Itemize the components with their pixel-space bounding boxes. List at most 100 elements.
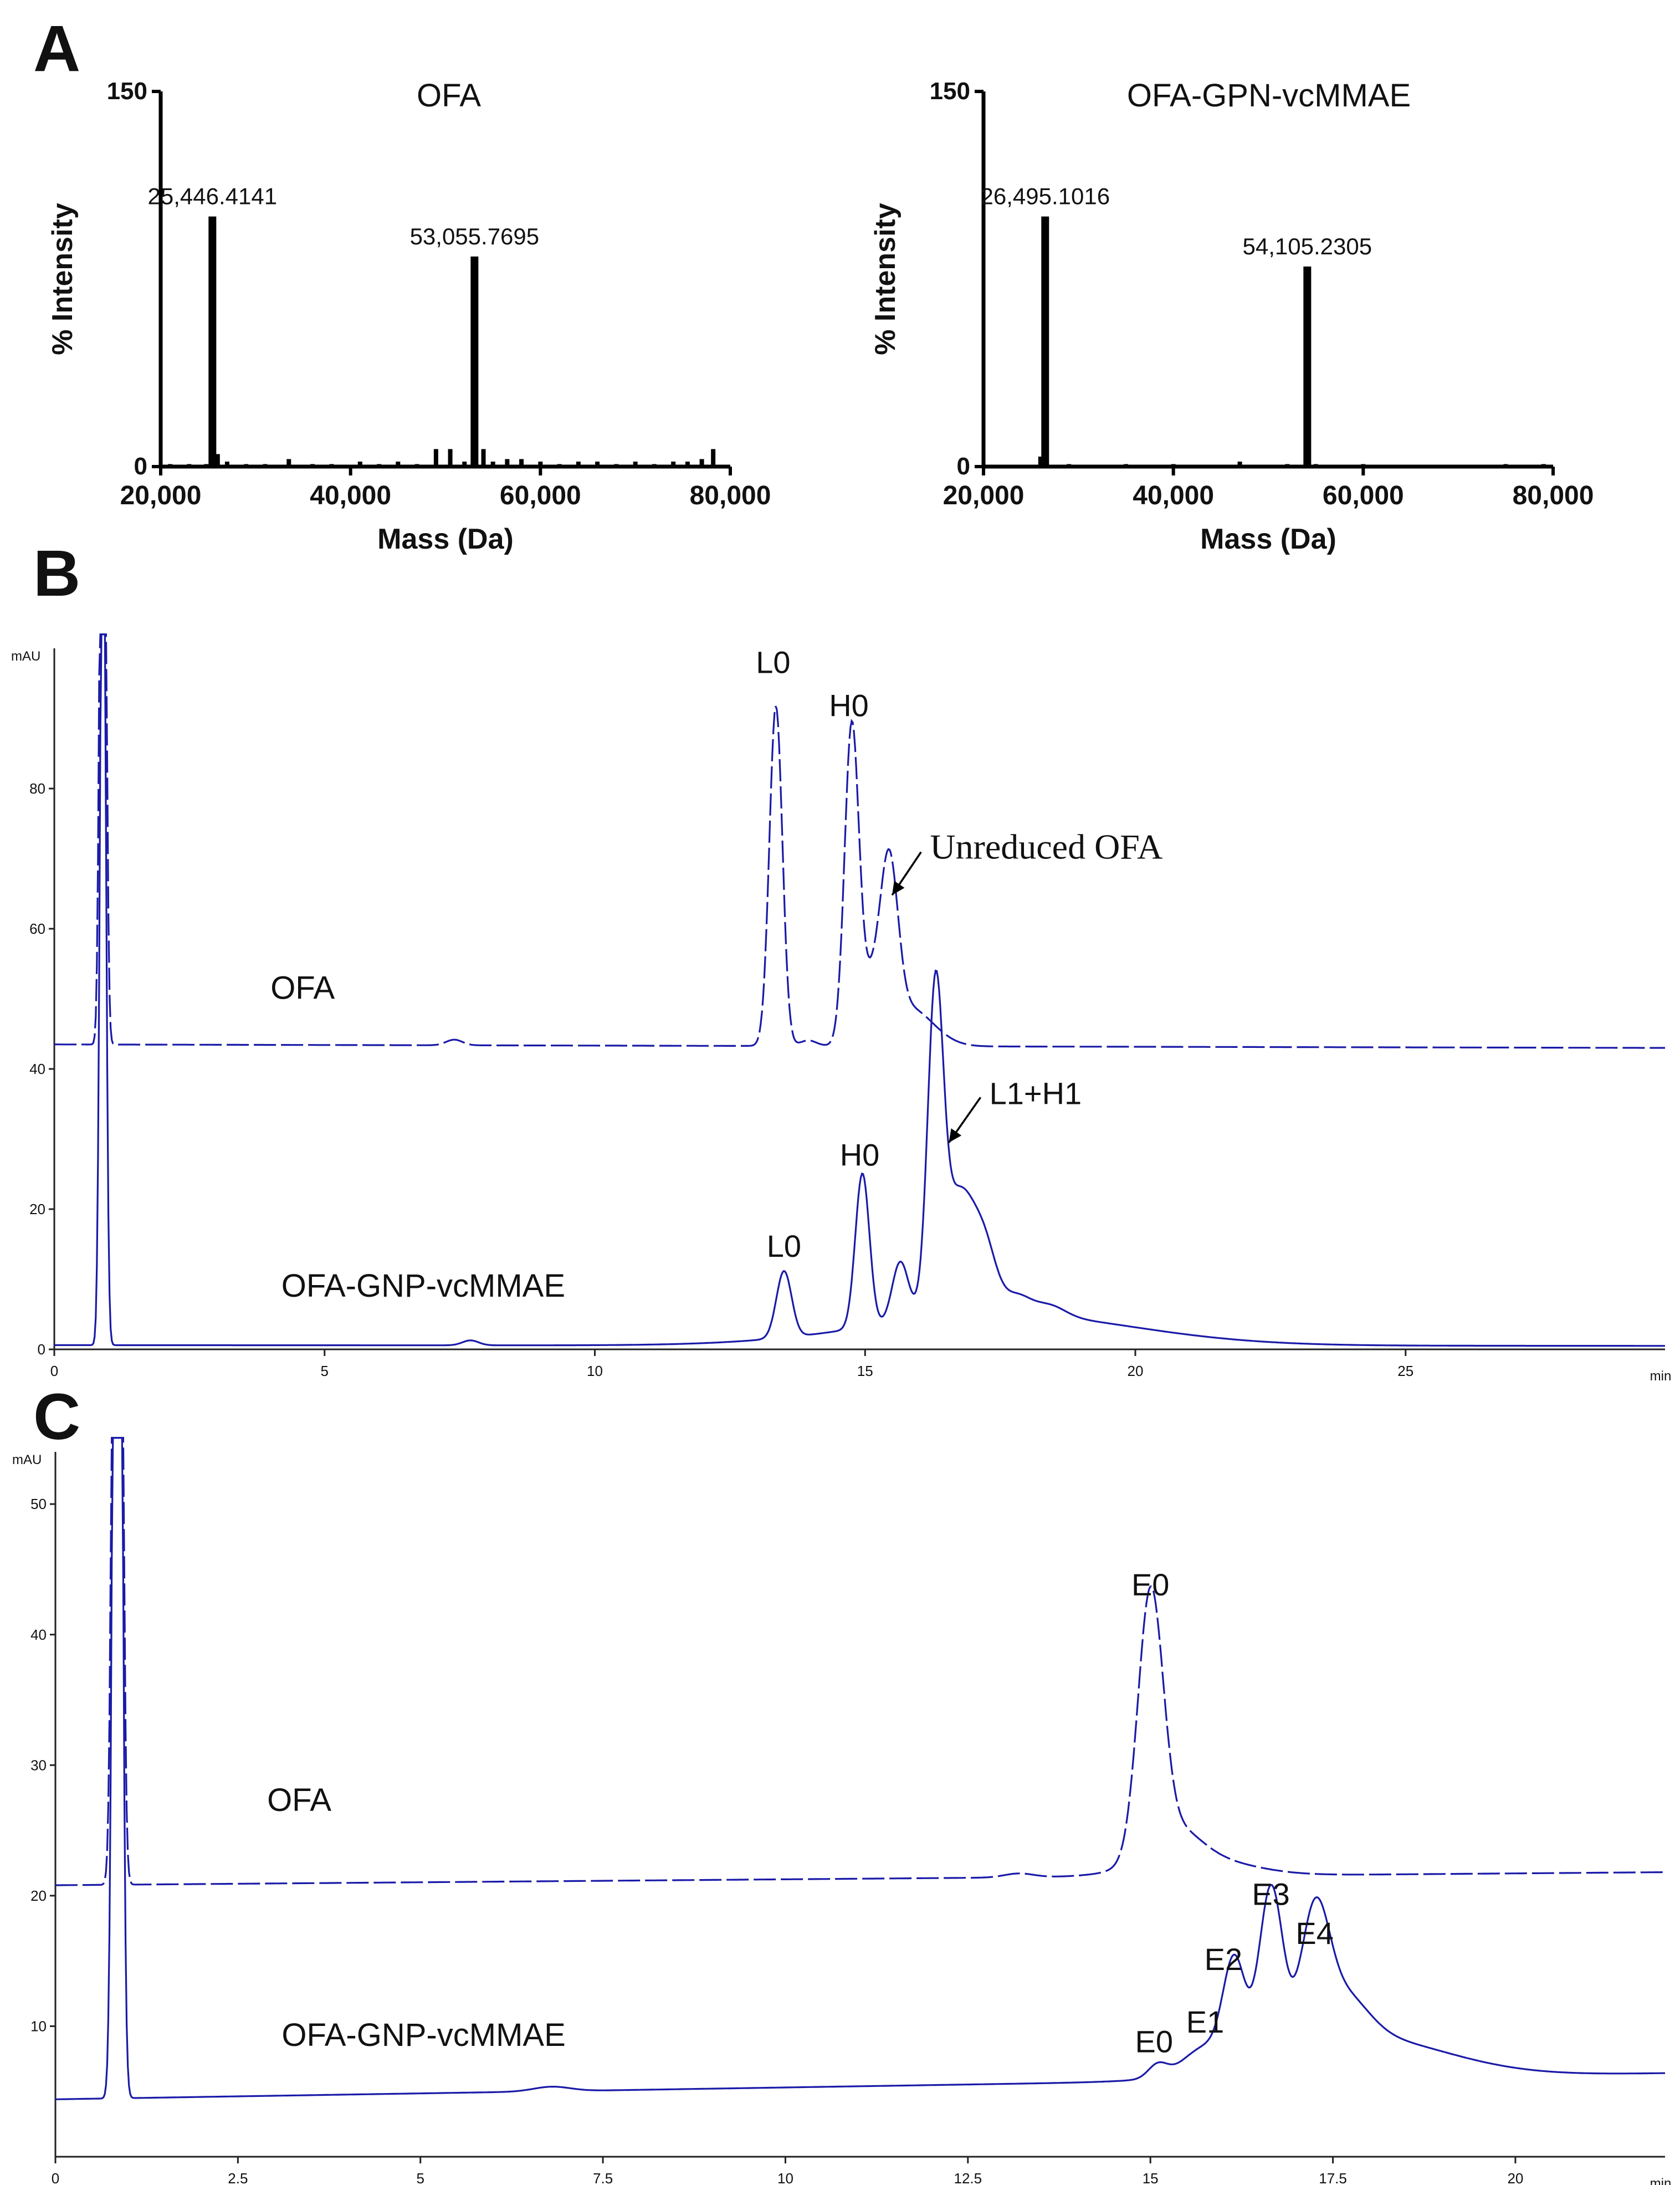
x-tick-label: 5: [321, 1363, 329, 1379]
minor-peak-bar: [329, 464, 334, 467]
major-peak-bar: [208, 216, 217, 467]
x-tick-label: 40,000: [310, 481, 391, 510]
trace-ofa: [55, 1437, 1665, 1886]
minor-peak-bar: [614, 464, 619, 467]
x-tick-label: 0: [52, 2170, 59, 2185]
minor-peak-bar: [1038, 456, 1043, 467]
y-tick-label: 10: [30, 2018, 47, 2034]
y-unit-label: mAU: [11, 649, 40, 664]
minor-peak-bar: [1503, 464, 1508, 467]
y-tick-label: 40: [30, 1626, 47, 1643]
minor-peak-bar: [462, 461, 467, 467]
annotation-arrowhead: [949, 1128, 962, 1143]
x-unit-label: min: [1650, 2176, 1672, 2185]
minor-peak-bar: [224, 461, 229, 467]
minor-peak-bar: [204, 464, 209, 467]
minor-peak-bar: [187, 464, 192, 467]
minor-peak-bar: [448, 449, 453, 467]
peak-annotation: H0: [840, 1138, 880, 1173]
minor-peak-bar: [1313, 464, 1318, 467]
peak-mass-label: 26,495.1016: [980, 183, 1110, 209]
y-tick-label: 80: [29, 780, 45, 797]
trace-ofa-gnp-vcmmae: [54, 633, 1665, 1347]
x-axis-title: Mass (Da): [1200, 523, 1336, 555]
minor-peak-bar: [168, 464, 173, 467]
x-tick-label: 40,000: [1133, 481, 1214, 510]
x-tick-label: 80,000: [690, 481, 771, 510]
x-tick-label: 10: [777, 2170, 793, 2185]
minor-peak-bar: [671, 461, 676, 467]
series-label: OFA: [270, 970, 335, 1006]
peak-annotation: E1: [1186, 2004, 1225, 2039]
mass-spectrum-ofa: 150 020,000 40,000 60,000 80,000 25,446.4141 5…: [47, 78, 771, 555]
x-tick-label: 5: [416, 2170, 424, 2185]
x-tick-label: 15: [857, 1363, 873, 1379]
peak-annotation: E4: [1295, 1916, 1334, 1951]
x-tick-label: 60,000: [1323, 481, 1404, 510]
y-tick-label: 30: [30, 1757, 47, 1773]
minor-peak-bar: [633, 461, 638, 467]
x-tick-label: 12.5: [954, 2170, 982, 2185]
minor-peak-bar: [1124, 464, 1128, 467]
peak-mass-label: 25,446.4141: [148, 183, 278, 209]
x-axis-title: Mass (Da): [377, 523, 514, 555]
series-label: OFA-GNP-vcMMAE: [281, 2017, 565, 2053]
y-unit-label: mAU: [12, 1452, 42, 1467]
series-label: OFA-GNP-vcMMAE: [281, 1268, 565, 1304]
y-tick-label: 0: [38, 1341, 45, 1358]
y-tick-label: 0: [957, 453, 970, 480]
y-tick-label: 40: [29, 1061, 45, 1077]
peak-annotation: E0: [1131, 1567, 1170, 1602]
peak-annotation: Unreduced OFA: [930, 827, 1162, 867]
minor-peak-bar: [414, 464, 419, 467]
y-tick-label: 60: [29, 920, 45, 937]
minor-peak-bar: [1285, 464, 1290, 467]
x-tick-label: 15: [1143, 2170, 1159, 2185]
x-tick-label: 20: [1507, 2170, 1523, 2185]
minor-peak-bar: [286, 459, 291, 467]
major-peak-bar: [1041, 216, 1049, 467]
minor-peak-bar: [357, 461, 362, 467]
major-peak-bar: [1303, 266, 1312, 467]
minor-peak-bar: [1067, 464, 1072, 467]
minor-peak-bar: [1541, 464, 1546, 467]
spectrum-title: OFA: [417, 78, 481, 114]
minor-peak-bar: [699, 459, 704, 467]
minor-peak-bar: [310, 464, 315, 467]
minor-peak-bar: [433, 449, 438, 467]
x-tick-label: 2.5: [228, 2170, 248, 2185]
peak-annotation: E0: [1135, 2024, 1174, 2059]
y-tick-label: 50: [30, 1496, 47, 1512]
peak-mass-label: 53,055.7695: [410, 223, 540, 249]
minor-peak-bar: [490, 461, 495, 467]
y-axis-title: % Intensity: [47, 203, 79, 355]
x-unit-label: min: [1650, 1369, 1672, 1384]
peak-annotation: E2: [1205, 1942, 1243, 1977]
annotation-arrowhead: [892, 881, 905, 896]
minor-peak-bar: [263, 464, 268, 467]
x-tick-label: 25: [1397, 1363, 1413, 1379]
minor-peak-bar: [519, 459, 524, 467]
y-tick-label: 20: [30, 1887, 47, 1904]
x-tick-label: 0: [50, 1363, 58, 1379]
minor-peak-bar: [244, 464, 249, 467]
mass-spectrum-ofa-gpn-vcmmae: 150 020,000 40,000 60,000 80,000 26,495.1016 5…: [869, 78, 1594, 555]
minor-peak-bar: [1361, 464, 1366, 467]
minor-peak-bar: [538, 461, 543, 467]
y-tick-label: 20: [29, 1201, 45, 1217]
x-tick-label: 10: [587, 1363, 603, 1379]
minor-peak-bar: [1237, 461, 1242, 467]
minor-peak-bar: [557, 464, 562, 467]
x-tick-label: 20,000: [120, 481, 202, 510]
series-label: OFA: [267, 1782, 331, 1818]
minor-peak-bar: [711, 449, 716, 467]
x-tick-label: 17.5: [1319, 2170, 1347, 2185]
panel-label-b: B: [33, 537, 80, 610]
y-axis-title: % Intensity: [869, 203, 902, 355]
peak-annotation: L1+H1: [990, 1076, 1082, 1111]
panel-label-a: A: [33, 12, 80, 85]
peak-mass-label: 54,105.2305: [1243, 233, 1372, 259]
y-tick-label: 150: [107, 78, 147, 105]
x-tick-label: 80,000: [1513, 481, 1594, 510]
